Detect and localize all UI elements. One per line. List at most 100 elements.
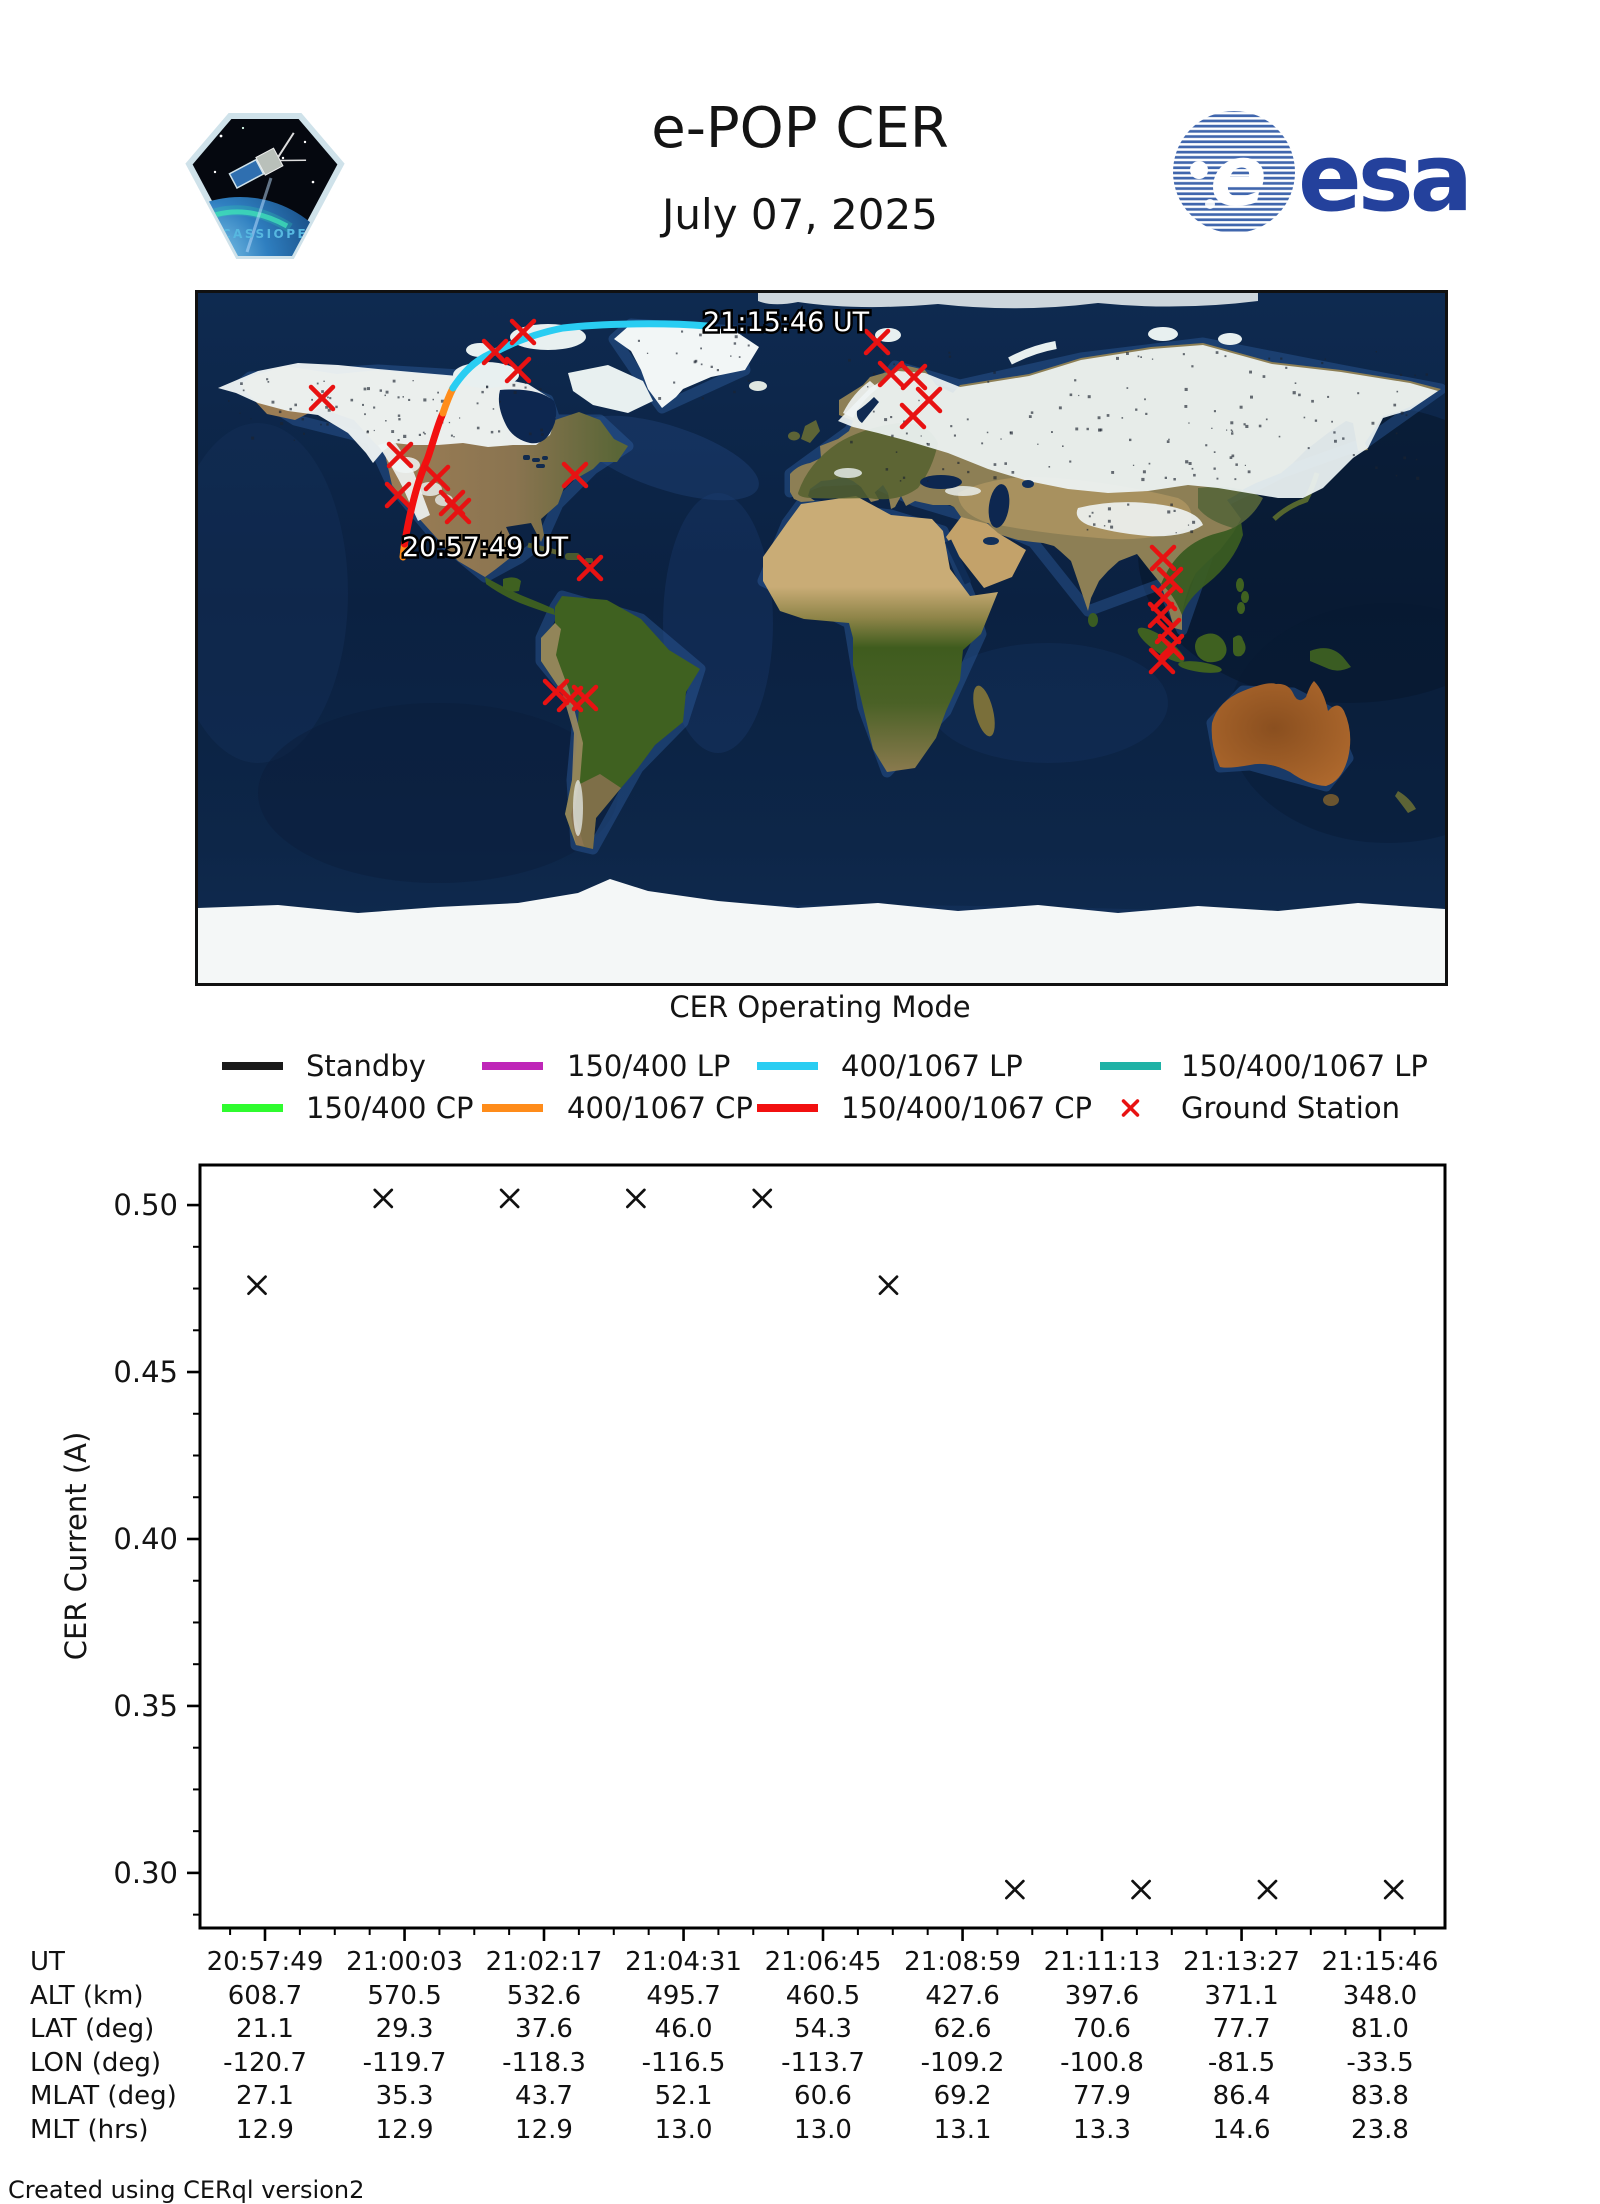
speckle xyxy=(1166,440,1170,443)
speckle xyxy=(1127,503,1130,506)
speckle xyxy=(1126,387,1129,389)
speckle xyxy=(1129,438,1132,442)
table-cell: 83.8 xyxy=(1351,2081,1409,2111)
speckle xyxy=(1311,399,1314,403)
speckle xyxy=(1230,429,1233,431)
table-cell: -100.8 xyxy=(1060,2047,1144,2078)
speckle xyxy=(1141,477,1145,482)
cassiope-mission-patch-logo: CASSIOPE xyxy=(185,113,345,259)
line xyxy=(1121,1099,1140,1117)
speckle xyxy=(1009,431,1013,435)
y-tick-label: 0.50 xyxy=(113,1188,178,1222)
ground-station-marker xyxy=(423,464,451,492)
speckle xyxy=(893,363,895,366)
ground-station-marker xyxy=(899,402,927,430)
table-cell: 13.0 xyxy=(794,2114,852,2145)
speckle xyxy=(1292,391,1296,395)
speckle xyxy=(432,398,434,401)
table-cell: -120.7 xyxy=(223,2047,307,2078)
satellite-ground-track xyxy=(399,320,711,561)
speckle xyxy=(294,403,297,407)
speckle xyxy=(1185,460,1189,464)
patch-mission-name: CASSIOPE xyxy=(222,227,309,241)
speckle xyxy=(316,382,319,385)
speckle xyxy=(499,400,501,403)
table-cell: 77.9 xyxy=(1073,2081,1131,2111)
line xyxy=(1005,1879,1025,1900)
speckle xyxy=(1357,392,1360,395)
ground-station-marker xyxy=(571,684,599,712)
speckle xyxy=(385,420,387,422)
speckle xyxy=(325,405,328,409)
table-row-label: UT xyxy=(30,1947,65,1977)
speckle xyxy=(440,399,444,403)
y-tick-label: 0.30 xyxy=(113,1856,178,1890)
speckle xyxy=(1213,410,1216,413)
speckle xyxy=(524,382,527,384)
speckle xyxy=(730,355,732,357)
speckle xyxy=(513,391,517,394)
speckle xyxy=(1375,351,1377,353)
speckle xyxy=(1231,432,1234,435)
speckle xyxy=(1048,466,1051,468)
table-cell: 14.6 xyxy=(1212,2114,1271,2145)
speckle xyxy=(872,410,875,413)
speckle xyxy=(1416,476,1420,480)
scatter-point xyxy=(752,1188,773,1209)
legend-title: CER Operating Mode xyxy=(669,990,970,1024)
arabia xyxy=(946,517,1026,588)
line xyxy=(561,461,589,489)
legend-label: 400/1067 LP xyxy=(841,1049,1023,1083)
scatter-point xyxy=(1005,1879,1025,1900)
speckle xyxy=(1258,424,1262,428)
speckle xyxy=(498,430,501,433)
speckle xyxy=(1103,525,1106,527)
table-cell: -116.5 xyxy=(641,2047,726,2078)
speckle xyxy=(398,418,401,421)
ground-station-marker xyxy=(308,384,336,412)
line xyxy=(863,328,891,356)
speckle xyxy=(1262,375,1266,378)
speckle xyxy=(422,431,425,434)
line xyxy=(752,1188,773,1209)
table-cell: 86.4 xyxy=(1212,2081,1271,2111)
table-cell: 70.6 xyxy=(1073,2014,1131,2044)
scatter-point xyxy=(247,1275,267,1296)
line xyxy=(1131,1879,1151,1900)
y-axis-label: CER Current (A) xyxy=(59,1432,93,1661)
table-cell: 27.1 xyxy=(236,2081,294,2111)
speckle xyxy=(1352,454,1355,457)
table-cell: 62.6 xyxy=(933,2014,992,2044)
speckle xyxy=(1294,382,1297,384)
polar-ice xyxy=(198,293,1445,983)
speckle xyxy=(699,333,702,337)
line xyxy=(1156,566,1184,594)
speckle xyxy=(1245,424,1249,428)
speckle xyxy=(953,434,956,437)
speckle xyxy=(1167,510,1171,514)
speckle xyxy=(327,408,331,412)
speckle xyxy=(1395,474,1398,477)
legend-label: 400/1067 CP xyxy=(567,1091,753,1125)
speckle xyxy=(1231,454,1235,458)
speckle xyxy=(1191,365,1194,368)
speckle xyxy=(539,388,542,391)
speckle xyxy=(693,360,697,364)
speckle xyxy=(239,412,241,414)
table-cell: 21:02:17 xyxy=(485,1947,603,1977)
speckle xyxy=(373,406,376,409)
track-segment xyxy=(401,409,447,548)
table-cell: 81.0 xyxy=(1351,2014,1409,2044)
speckle xyxy=(1062,445,1064,447)
line xyxy=(499,1188,520,1209)
speckle xyxy=(392,379,396,383)
table-cell: 60.6 xyxy=(794,2081,852,2111)
speckle xyxy=(303,432,306,435)
line xyxy=(1383,1879,1404,1900)
speckle xyxy=(1087,395,1091,399)
speckle xyxy=(1216,477,1219,480)
speckle xyxy=(918,399,920,402)
snow-cover xyxy=(218,345,1438,836)
speckle xyxy=(373,429,375,432)
table-cell: 21:13:27 xyxy=(1183,1947,1300,1977)
